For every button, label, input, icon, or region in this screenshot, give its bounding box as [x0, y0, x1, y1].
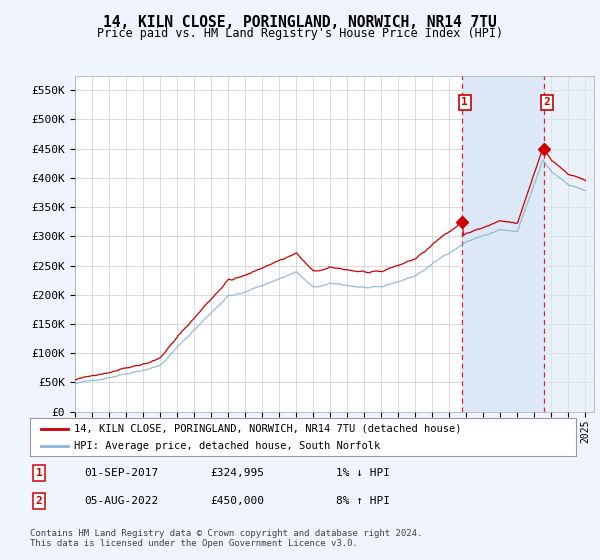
Text: 8% ↑ HPI: 8% ↑ HPI: [336, 496, 390, 506]
Text: 14, KILN CLOSE, PORINGLAND, NORWICH, NR14 7TU: 14, KILN CLOSE, PORINGLAND, NORWICH, NR1…: [103, 15, 497, 30]
Text: 1: 1: [461, 97, 468, 108]
Text: 1% ↓ HPI: 1% ↓ HPI: [336, 468, 390, 478]
Text: Contains HM Land Registry data © Crown copyright and database right 2024.
This d: Contains HM Land Registry data © Crown c…: [30, 529, 422, 548]
Text: 2: 2: [544, 97, 550, 108]
Text: 14, KILN CLOSE, PORINGLAND, NORWICH, NR14 7TU (detached house): 14, KILN CLOSE, PORINGLAND, NORWICH, NR1…: [74, 424, 461, 434]
Text: 01-SEP-2017: 01-SEP-2017: [84, 468, 158, 478]
Text: 1: 1: [35, 468, 43, 478]
Bar: [462, 76, 544, 412]
Bar: [544, 76, 594, 412]
Text: HPI: Average price, detached house, South Norfolk: HPI: Average price, detached house, Sout…: [74, 441, 380, 451]
Text: £324,995: £324,995: [210, 468, 264, 478]
Text: Price paid vs. HM Land Registry's House Price Index (HPI): Price paid vs. HM Land Registry's House …: [97, 27, 503, 40]
Text: 2: 2: [35, 496, 43, 506]
Text: 05-AUG-2022: 05-AUG-2022: [84, 496, 158, 506]
Text: £450,000: £450,000: [210, 496, 264, 506]
